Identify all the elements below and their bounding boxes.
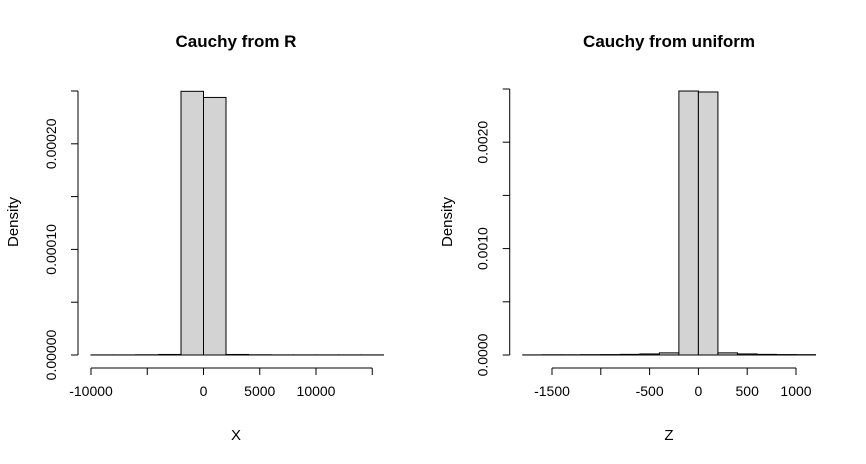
histogram-bar [736,353,758,356]
x-tick-label: 10000 [297,383,336,399]
histogram-bar [678,90,699,356]
histogram-bar [658,352,680,356]
histogram-bar [717,352,738,356]
histogram-bar [639,353,660,356]
x-tick-label: 0 [695,383,703,399]
x-axis: -10000 0 5000 10000 [69,367,373,399]
x-tick-label: 500 [736,383,760,399]
x-axis-label: Z [664,427,673,444]
y-axis: 0.00000 0.00010 0.00020 [43,90,79,380]
y-tick-label: 0.00000 [43,329,59,380]
histogram-bar [225,353,249,356]
x-axis: -1500 -500 0 500 1000 [534,367,812,399]
bars [522,90,817,356]
y-tick-label: 0.00010 [43,224,59,275]
histogram-bar [619,353,641,356]
y-axis: 0.0000 0.0010 0.0020 [475,88,511,376]
x-tick-label: -10000 [69,383,113,399]
x-tick-label: -500 [636,383,664,399]
x-tick-label: -1500 [534,383,570,399]
y-tick-label: 0.0010 [475,227,491,270]
histogram-bar [697,91,719,356]
x-axis-label: X [231,427,241,444]
x-tick-label: 0 [200,383,208,399]
histogram-bar [158,353,182,356]
bars [90,90,384,356]
y-axis-label: Density [5,196,22,247]
chart-title: Cauchy from R [176,32,297,51]
chart-title: Cauchy from uniform [583,32,755,51]
histogram-panel-x: Cauchy from R X Density -10000 0 5000 10000… [5,32,384,444]
histogram-bar [180,90,204,356]
x-tick-label: 1000 [780,383,811,399]
histogram-panel-z: Cauchy from uniform Z Density -1500 -500 0… [439,32,817,444]
x-tick-label: 5000 [244,383,275,399]
y-axis-label: Density [439,196,456,247]
y-tick-label: 0.0000 [475,333,491,376]
histogram-bar [756,353,777,356]
y-tick-label: 0.00020 [43,118,59,169]
histogram-bar [203,96,227,356]
y-tick-label: 0.0020 [475,121,491,164]
